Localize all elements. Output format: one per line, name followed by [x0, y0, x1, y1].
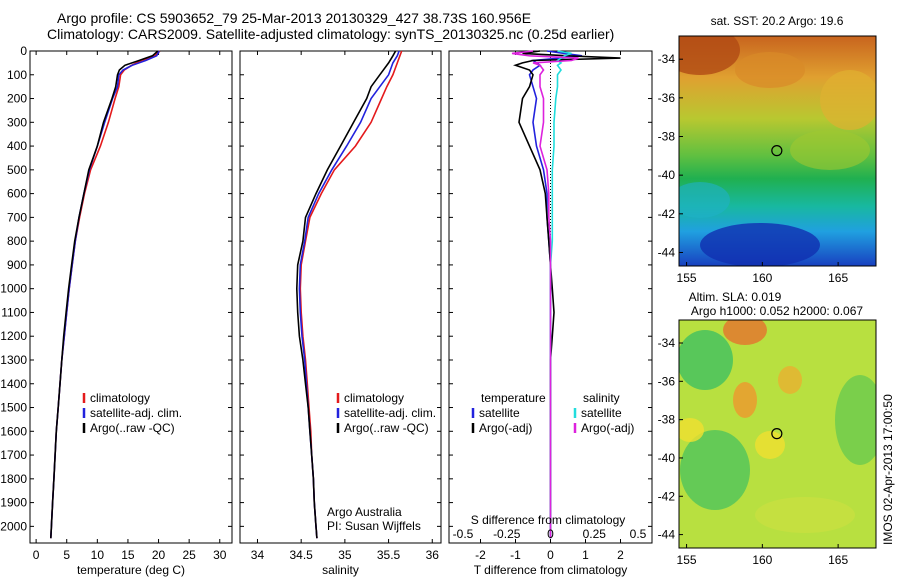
map-y-tick-label: -36 — [658, 374, 676, 388]
panel-annotation: PI: Susan Wijffels — [327, 519, 421, 533]
difference-profile-panel: -2 -1 0 1 2T difference from climatology temp… — [448, 50, 653, 577]
figure-title-line2: Climatology: CARS2009. Satellite-adjuste… — [47, 26, 615, 42]
x-tick-label: 2 — [617, 548, 624, 562]
map-y-tick-label: -36 — [658, 91, 676, 105]
y-tick-label: 1600 — [0, 424, 27, 438]
x2-tick-label: -0.5 — [453, 527, 474, 541]
y-tick-label: 200 — [7, 92, 27, 106]
map-y-tick-label: -34 — [658, 52, 676, 66]
legend-label: satellite-adj. clim. — [90, 406, 182, 420]
legend-title: salinity — [583, 391, 620, 405]
x2-tick-label: 0 — [547, 527, 554, 541]
plot-frame — [29, 50, 233, 544]
y-tick-label: 800 — [7, 234, 27, 248]
salinity-profile-panel: 34 34.5 35 35.5 36 salinity climatologysatelli… — [239, 50, 442, 577]
y-tick-label: 1200 — [0, 329, 27, 343]
map-x-tick-label: 155 — [677, 271, 697, 285]
x-tick-label: -2 — [475, 548, 486, 562]
series-line-argo-raw-qc- — [50, 50, 159, 539]
x-tick-label: 35 — [338, 548, 352, 562]
map-y-tick-label: -40 — [658, 451, 676, 465]
x-tick-label: 30 — [213, 548, 227, 562]
sst-map — [678, 35, 877, 267]
x-axis-label: salinity — [322, 563, 359, 577]
y-tick-label: 1700 — [0, 448, 27, 462]
x-tick-label: 20 — [152, 548, 166, 562]
y-tick-label: 600 — [7, 187, 27, 201]
legend-label: Argo(-adj) — [581, 421, 634, 435]
x2-axis-label: S difference from climatology — [471, 513, 626, 527]
legend-label: Argo(..raw -QC) — [90, 421, 175, 435]
y-tick-label: 700 — [7, 210, 27, 224]
x-tick-label: -1 — [510, 548, 521, 562]
x2-tick-label: -0.25 — [493, 527, 521, 541]
y-tick-label: 1400 — [0, 377, 27, 391]
map-x-tick-label: 160 — [752, 553, 772, 567]
y-tick-label: 1100 — [1, 305, 27, 319]
y-tick-label: 300 — [7, 115, 27, 129]
legend-label: climatology — [90, 391, 150, 405]
sla-map-title: Altim. SLA: 0.019 — [689, 290, 782, 304]
map-x-tick-label: 155 — [677, 553, 697, 567]
figure-title-line1: Argo profile: CS 5903652_79 25-Mar-2013 … — [57, 10, 532, 26]
map-y-tick-label: -34 — [658, 336, 676, 350]
legend-label: satellite — [581, 406, 622, 420]
x-tick-label: 0 — [547, 548, 554, 562]
sla-map — [678, 319, 877, 549]
x-tick-label: 34 — [251, 548, 265, 562]
legend-title: temperature — [481, 391, 546, 405]
map-y-tick-label: -42 — [658, 207, 676, 221]
series-line-argo-raw-qc- — [295, 50, 397, 539]
x-axis-label: T difference from climatology — [474, 563, 628, 577]
map-y-tick-label: -44 — [658, 528, 676, 542]
map-annotations: sat. SST: 20.2 Argo: 19.6 155 160 165 -34 -36… — [658, 14, 895, 567]
panel-annotation: Argo Australia — [327, 505, 402, 519]
y-tick-label: 1900 — [0, 496, 27, 510]
x2-tick-label: 0.25 — [583, 527, 607, 541]
temperature-profile-panel: 0100200300400500600700800900100011001200… — [0, 44, 233, 577]
x-axis-label: temperature (deg C) — [77, 563, 185, 577]
map-y-tick-label: -42 — [658, 489, 676, 503]
sst-map-title: sat. SST: 20.2 Argo: 19.6 — [711, 14, 844, 28]
x-tick-label: 1 — [582, 548, 589, 562]
x-tick-label: 35.5 — [377, 548, 401, 562]
map-y-tick-label: -40 — [658, 168, 676, 182]
plot-frame — [239, 50, 442, 544]
y-tick-label: 1500 — [0, 401, 27, 415]
sla-map-subtitle: Argo h1000: 0.052 h2000: 0.067 — [691, 304, 863, 318]
y-tick-label: 2000 — [0, 519, 27, 533]
legend-label: climatology — [344, 391, 404, 405]
timestamp-side-label: IMOS 02-Apr-2013 17:00:50 — [881, 394, 895, 545]
y-tick-label: 400 — [7, 139, 27, 153]
map-x-tick-label: 165 — [828, 553, 848, 567]
x-tick-label: 5 — [63, 548, 70, 562]
y-tick-label: 1300 — [0, 353, 27, 367]
x-tick-label: 15 — [121, 548, 135, 562]
y-tick-label: 500 — [7, 163, 27, 177]
legend-label: Argo(..raw -QC) — [344, 421, 429, 435]
x-tick-label: 36 — [426, 548, 440, 562]
argo-location-marker — [771, 428, 783, 440]
y-tick-label: 1800 — [0, 472, 27, 486]
legend-label: Argo(-adj) — [479, 421, 532, 435]
legend-label: satellite — [479, 406, 520, 420]
x-tick-label: 25 — [182, 548, 196, 562]
map-y-tick-label: -44 — [658, 245, 676, 259]
x-tick-label: 34.5 — [289, 548, 313, 562]
map-y-tick-label: -38 — [658, 413, 676, 427]
x-tick-label: 0 — [33, 548, 40, 562]
argo-location-marker — [771, 145, 783, 157]
x-tick-label: 10 — [91, 548, 105, 562]
legend-label: satellite-adj. clim. — [344, 406, 436, 420]
y-tick-label: 100 — [7, 68, 27, 82]
map-x-tick-label: 165 — [828, 271, 848, 285]
x2-tick-label: 0.5 — [630, 527, 647, 541]
y-tick-label: 900 — [7, 258, 27, 272]
y-tick-label: 0 — [20, 44, 27, 58]
map-x-tick-label: 160 — [752, 271, 772, 285]
map-y-tick-label: -38 — [658, 130, 676, 144]
y-tick-label: 1000 — [0, 282, 27, 296]
series-line-salinity-argo-adj- — [511, 50, 579, 539]
